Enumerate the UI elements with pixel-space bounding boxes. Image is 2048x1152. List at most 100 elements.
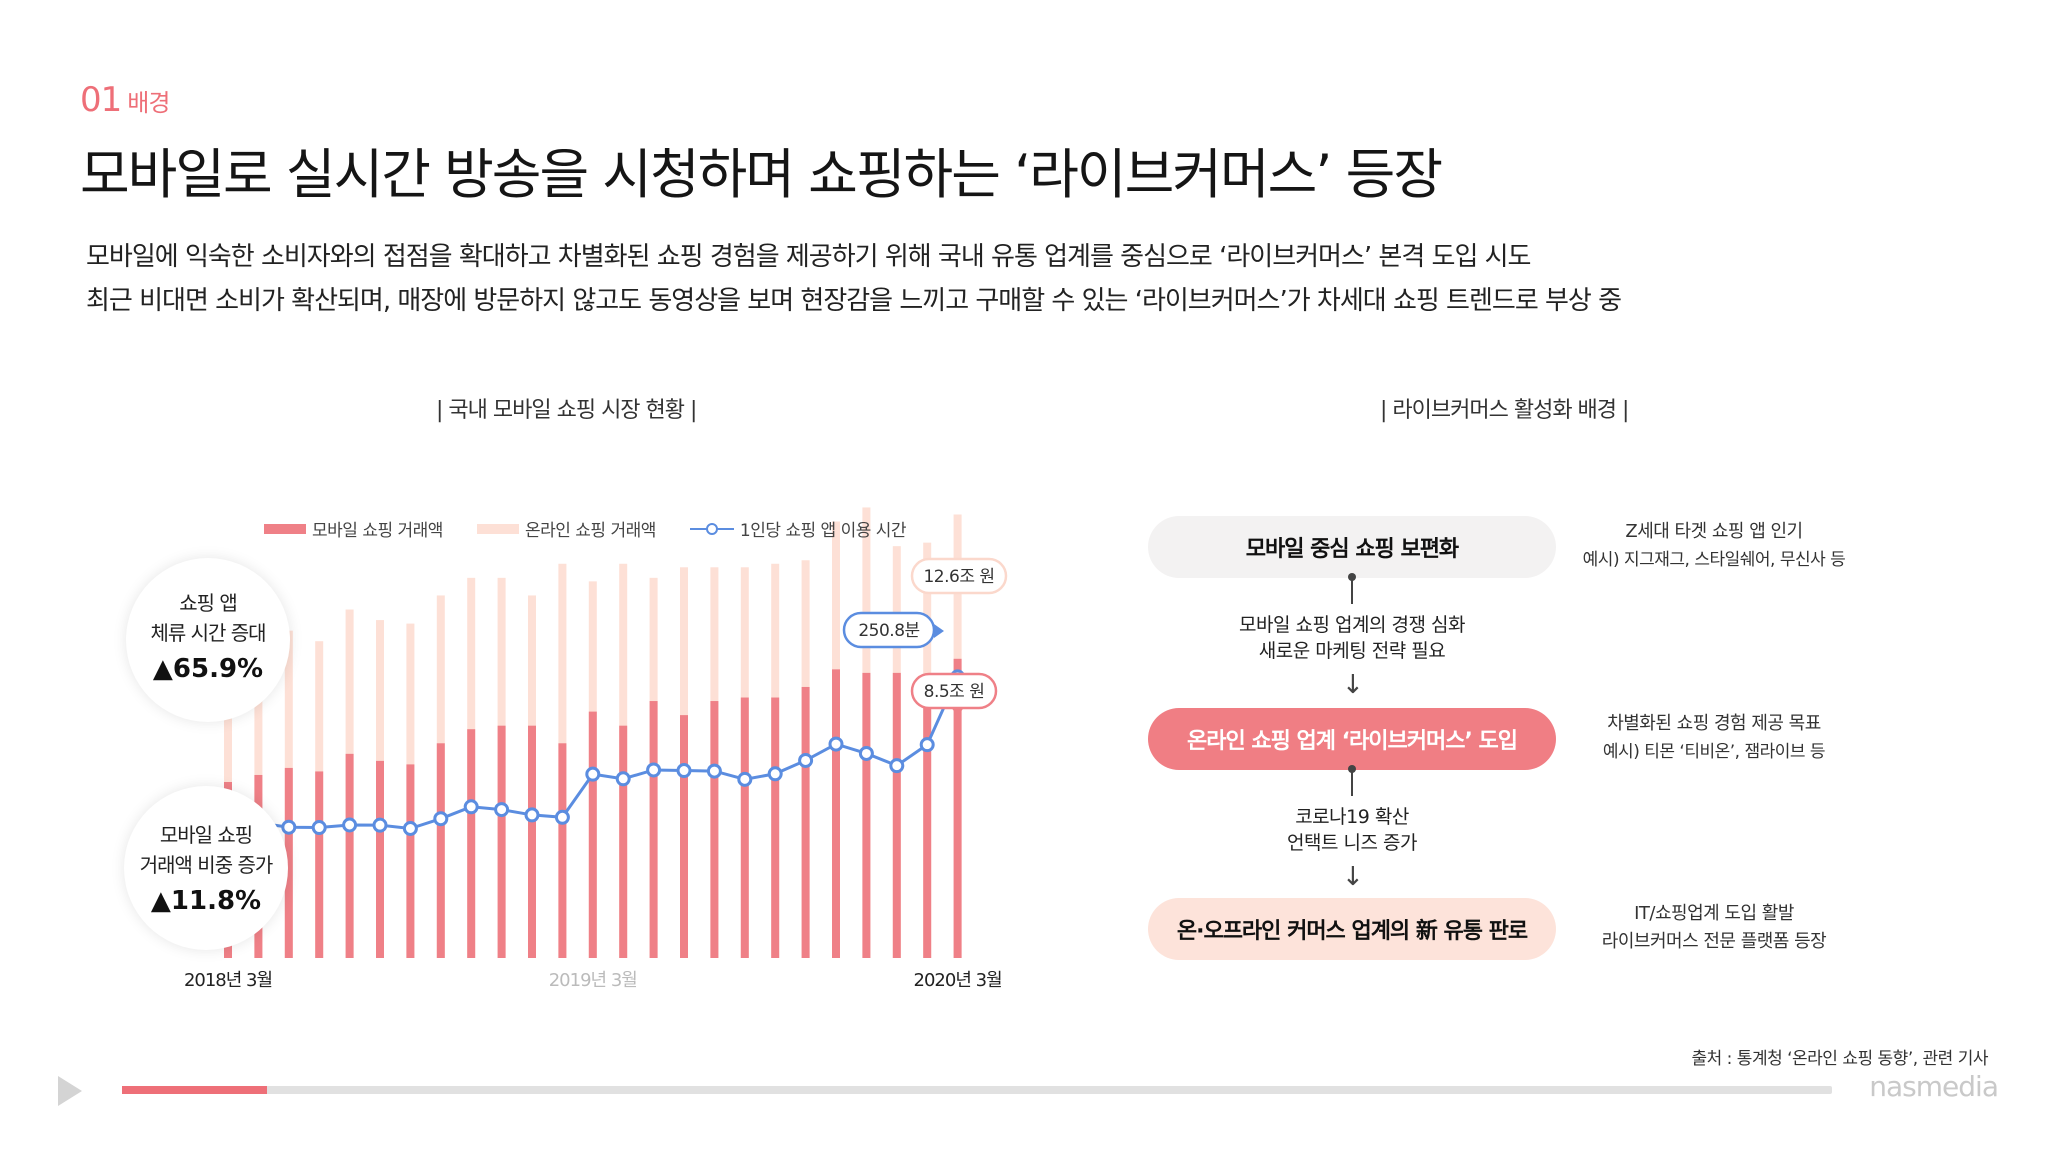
legend-swatch-online xyxy=(476,523,519,534)
point-app-time xyxy=(767,766,783,782)
flow-step-2-line-2: 언택트 니즈 증가 xyxy=(1287,832,1417,854)
note-2-line-2: 예시) 티몬 ‘티비온’, 잼라이브 등 xyxy=(1602,742,1826,762)
point-app-time xyxy=(494,802,510,818)
progress-bar[interactable] xyxy=(122,1086,1832,1094)
annotation-mobile-total: 8.5조 원 xyxy=(924,682,985,702)
annotation-app-time-pointer xyxy=(934,624,944,638)
left-section-heading: | 국내 모바일 쇼핑 시장 현황 | xyxy=(436,398,697,423)
point-app-time xyxy=(798,752,814,768)
legend-label-online: 온라인 쇼핑 거래액 xyxy=(524,521,656,541)
connector-dot xyxy=(1348,573,1356,581)
stat-value: ▲65.9% xyxy=(152,654,264,684)
bar-mobile xyxy=(619,725,628,958)
point-app-time xyxy=(281,819,297,835)
note-3-line-1: IT/쇼핑업계 도입 활발 xyxy=(1634,903,1794,924)
right-section-heading: | 라이브커머스 활성화 배경 | xyxy=(1380,398,1629,423)
stat-bubble-app-time: 쇼핑 앱 체류 시간 증대 ▲65.9% xyxy=(126,558,290,722)
chart-legend: 모바일 쇼핑 거래액 온라인 쇼핑 거래액 1인당 쇼핑 앱 이용 시간 xyxy=(264,516,907,541)
arrow-down-icon: ↓ xyxy=(1342,670,1364,700)
point-app-time xyxy=(615,771,631,787)
flow-box-mobile-shopping: 모바일 중심 쇼핑 보편화 xyxy=(1148,516,1556,578)
bar-mobile xyxy=(528,725,536,958)
point-app-time xyxy=(889,758,905,774)
progress-fill xyxy=(122,1086,268,1094)
stat-label: 체류 시간 증대 xyxy=(150,621,266,645)
point-app-time xyxy=(433,811,449,827)
x-tick-label: 2018년 3월 xyxy=(184,970,272,991)
note-1-line-2: 예시) 지그재그, 스타일쉐어, 무신사 등 xyxy=(1582,550,1846,570)
connector-line xyxy=(1351,578,1353,604)
bar-mobile xyxy=(284,767,293,958)
point-app-time xyxy=(676,763,692,779)
x-tick-label: 2020년 3월 xyxy=(914,970,1002,991)
flow-step-1-line-1: 모바일 쇼핑 업계의 경쟁 심화 xyxy=(1239,614,1465,636)
stat-value: ▲11.8% xyxy=(150,886,262,916)
annotation-mobile-pointer xyxy=(951,708,964,716)
bar-mobile xyxy=(923,676,932,958)
point-app-time xyxy=(646,762,662,778)
bar-mobile xyxy=(406,764,415,958)
bar-mobile xyxy=(862,672,871,958)
bar-mobile xyxy=(953,658,962,958)
bar-mobile xyxy=(376,760,384,958)
play-icon[interactable] xyxy=(58,1076,82,1106)
flow-box-live-commerce: 온라인 쇼핑 업계 ‘라이브커머스’ 도입 xyxy=(1148,708,1556,770)
bar-mobile xyxy=(345,753,354,958)
point-app-time xyxy=(828,736,844,752)
bar-mobile xyxy=(558,743,567,958)
legend-swatch-mobile xyxy=(264,523,306,534)
note-3-line-2: 라이브커머스 전문 플랫폼 등장 xyxy=(1601,931,1827,952)
bar-mobile xyxy=(497,725,506,958)
point-app-time xyxy=(737,771,753,787)
flow-step-1: 모바일 쇼핑 업계의 경쟁 심화 새로운 마케팅 전략 필요 xyxy=(1236,612,1468,664)
flow-box-new-channel: 온·오프라인 커머스 업계의 新 유통 판로 xyxy=(1148,898,1556,960)
point-app-time xyxy=(706,763,722,779)
annotation-app-time: 250.8분 xyxy=(858,621,919,641)
arrow-down-icon: ↓ xyxy=(1342,862,1364,892)
legend-item-mobile: 모바일 쇼핑 거래액 xyxy=(264,516,443,541)
flow-step-2-line-1: 코로나19 확산 xyxy=(1295,806,1409,828)
bar-mobile xyxy=(588,711,597,958)
point-app-time xyxy=(342,817,358,833)
stat-label: 거래액 비중 증가 xyxy=(139,853,274,877)
flow-step-2: 코로나19 확산 언택트 니즈 증가 xyxy=(1236,804,1468,856)
source-note: 출처 : 통계청 ‘온라인 쇼핑 동향’, 관련 기사 xyxy=(1691,1049,1988,1069)
legend-label-app-time: 1인당 쇼핑 앱 이용 시간 xyxy=(739,521,907,541)
point-app-time xyxy=(463,799,479,815)
note-2: 차별화된 쇼핑 경험 제공 목표 예시) 티몬 ‘티비온’, 잼라이브 등 xyxy=(1564,710,1864,766)
legend-item-app-time: 1인당 쇼핑 앱 이용 시간 xyxy=(689,516,907,541)
note-2-line-1: 차별화된 쇼핑 경험 제공 목표 xyxy=(1607,713,1821,734)
stat-label: 쇼핑 앱 xyxy=(179,591,238,615)
point-app-time xyxy=(858,745,874,761)
connector-dot xyxy=(1348,765,1356,773)
annotation-online-total: 12.6조 원 xyxy=(923,567,994,587)
connector-line xyxy=(1351,770,1353,796)
bar-mobile xyxy=(315,771,324,958)
point-app-time xyxy=(402,821,418,836)
bar-mobile xyxy=(771,697,780,958)
section-number-value: 01 xyxy=(80,80,122,120)
note-3: IT/쇼핑업계 도입 활발 라이브커머스 전문 플랫폼 등장 xyxy=(1564,900,1864,956)
page-title: 모바일로 실시간 방송을 시청하며 쇼핑하는 ‘라이브커머스’ 등장 xyxy=(80,143,1443,206)
point-app-time xyxy=(585,766,601,782)
note-1-line-1: Z세대 타겟 쇼핑 앱 인기 xyxy=(1625,521,1803,542)
stat-label: 모바일 쇼핑 xyxy=(159,823,253,847)
section-number: 01 배경 xyxy=(80,80,170,120)
description-line-2: 최근 비대면 소비가 확산되며, 매장에 방문하지 않고도 동영상을 보며 현장… xyxy=(86,286,1622,316)
point-app-time xyxy=(919,737,935,753)
annotation-online-total-box xyxy=(910,557,1008,595)
legend-swatch-app-time xyxy=(689,522,734,535)
point-app-time xyxy=(311,820,327,836)
bar-mobile xyxy=(710,701,719,958)
note-1: Z세대 타겟 쇼핑 앱 인기 예시) 지그재그, 스타일쉐어, 무신사 등 xyxy=(1564,518,1864,574)
bar-mobile xyxy=(801,686,810,958)
bar-mobile xyxy=(680,715,688,958)
bar-mobile xyxy=(649,701,658,958)
bar-mobile xyxy=(740,697,749,958)
legend-label-mobile: 모바일 쇼핑 거래액 xyxy=(312,521,443,541)
stat-bubble-mobile-share: 모바일 쇼핑 거래액 비중 증가 ▲11.8% xyxy=(124,786,288,950)
point-app-time xyxy=(554,809,570,825)
bar-mobile xyxy=(467,729,476,958)
bar-mobile xyxy=(832,669,840,958)
